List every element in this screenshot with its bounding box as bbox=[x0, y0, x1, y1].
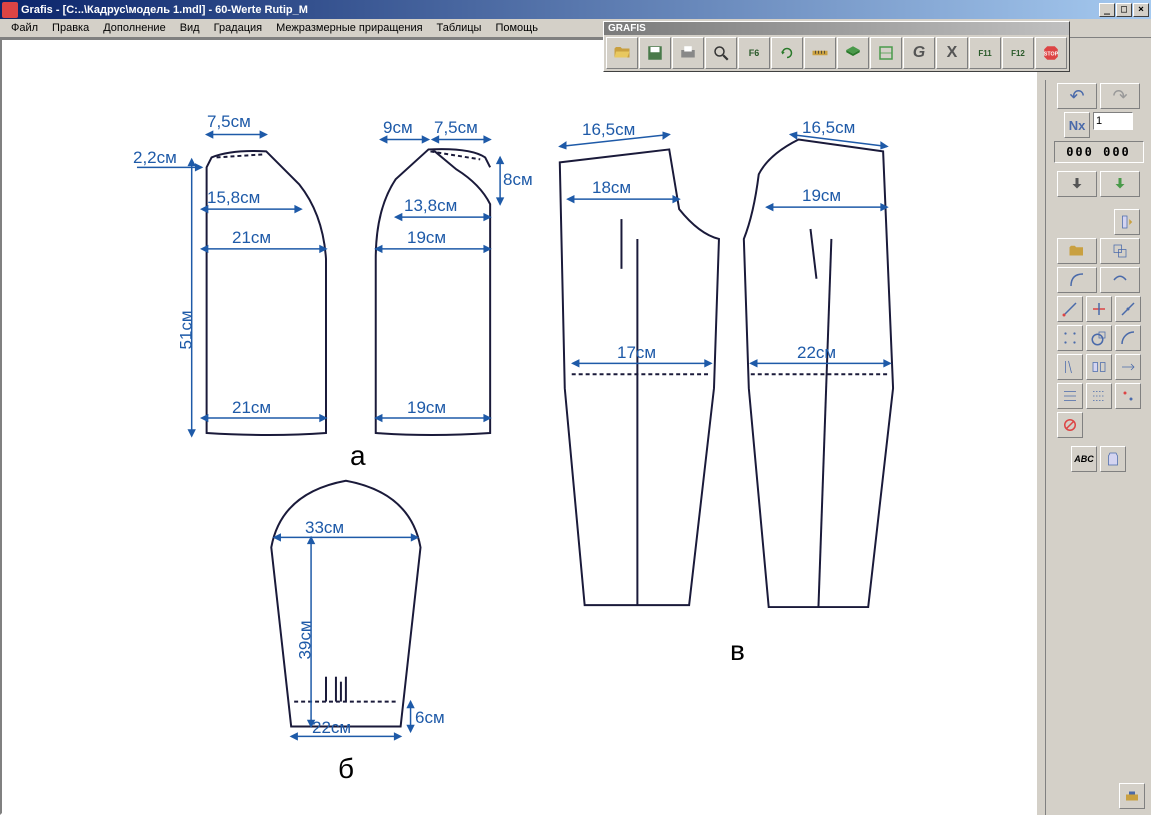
cross-tool-icon[interactable] bbox=[1086, 296, 1112, 322]
circle-tool-icon[interactable] bbox=[1086, 325, 1112, 351]
abc-tool-icon[interactable]: ABC bbox=[1071, 446, 1097, 472]
undo-button[interactable]: ↶ bbox=[1057, 83, 1097, 109]
measure-icon[interactable] bbox=[804, 37, 836, 69]
curve2-tool-icon[interactable] bbox=[1100, 267, 1140, 293]
m-sleeve-hem: 22см bbox=[312, 718, 351, 738]
window-title: Grafis - [C:..\Кадрус\модель 1.mdl] - 60… bbox=[21, 4, 1099, 16]
menu-file[interactable]: Файл bbox=[4, 20, 45, 36]
f6-icon[interactable]: F6 bbox=[738, 37, 770, 69]
bodice-front-outline bbox=[376, 149, 490, 435]
layer-icon[interactable] bbox=[837, 37, 869, 69]
snap-icon[interactable] bbox=[870, 37, 902, 69]
menu-grading[interactable]: Градация bbox=[207, 20, 270, 36]
open-tool-icon[interactable] bbox=[1057, 238, 1097, 264]
arc-tool-icon[interactable] bbox=[1115, 325, 1141, 351]
svg-text:STOP: STOP bbox=[1044, 51, 1059, 57]
cut-tool-icon[interactable] bbox=[1057, 354, 1083, 380]
nx-button[interactable]: Nx bbox=[1064, 112, 1090, 138]
final-tool-icon[interactable] bbox=[1119, 783, 1145, 809]
trouser-back-outline bbox=[744, 139, 893, 607]
menu-addon[interactable]: Дополнение bbox=[96, 20, 172, 36]
close-button[interactable]: × bbox=[1133, 3, 1149, 17]
menu-increments[interactable]: Межразмерные приращения bbox=[269, 20, 429, 36]
m-front-shoulder: 7,5см bbox=[434, 118, 478, 138]
m-front-across: 13,8см bbox=[404, 196, 457, 216]
toolbar-row: F6 G X F11 F12 STOP bbox=[604, 35, 1069, 71]
grade2-tool-icon[interactable] bbox=[1086, 383, 1112, 409]
title-bar: Grafis - [C:..\Кадрус\модель 1.mdl] - 60… bbox=[0, 0, 1151, 19]
m-tf-hip: 18см bbox=[592, 178, 631, 198]
grade3-tool-icon[interactable] bbox=[1115, 383, 1141, 409]
workspace[interactable]: 7,5см 2,2см 15,8см 21см 21см 51см 9см 7,… bbox=[0, 38, 1037, 815]
down-button[interactable] bbox=[1057, 171, 1097, 197]
menu-view[interactable]: Вид bbox=[173, 20, 207, 36]
m-back-shoulder: 7,5см bbox=[207, 112, 251, 132]
print-icon[interactable] bbox=[672, 37, 704, 69]
point-tool-icon[interactable] bbox=[1057, 325, 1083, 351]
minimize-button[interactable]: _ bbox=[1099, 3, 1115, 17]
m-front-hem: 19см bbox=[407, 398, 446, 418]
line2-tool-icon[interactable] bbox=[1115, 296, 1141, 322]
nx-input[interactable] bbox=[1093, 112, 1133, 130]
pattern-tool-icon[interactable] bbox=[1100, 446, 1126, 472]
m-back-neck: 2,2см bbox=[133, 148, 177, 168]
trouser-front-outline bbox=[560, 149, 719, 605]
mirror-tool-icon[interactable] bbox=[1086, 354, 1112, 380]
transform-tool-icon[interactable] bbox=[1100, 238, 1140, 264]
m-tf-knee: 17см bbox=[617, 343, 656, 363]
x-icon[interactable]: X bbox=[936, 37, 968, 69]
g-icon[interactable]: G bbox=[903, 37, 935, 69]
m-back-bust: 21см bbox=[232, 228, 271, 248]
menu-edit[interactable]: Правка bbox=[45, 20, 96, 36]
m-front-neckw: 9см bbox=[383, 118, 413, 138]
f12-icon[interactable]: F12 bbox=[1002, 37, 1034, 69]
delete-tool-icon[interactable] bbox=[1057, 412, 1083, 438]
toolbar-title: GRAFIS bbox=[604, 22, 1069, 35]
zoom-icon[interactable] bbox=[705, 37, 737, 69]
m-front-neckd: 8см bbox=[503, 170, 533, 190]
m-back-across: 15,8см bbox=[207, 188, 260, 208]
m-sleeve-cap: 33см bbox=[305, 518, 344, 538]
extend-tool-icon[interactable] bbox=[1115, 354, 1141, 380]
m-tb-hip: 19см bbox=[802, 186, 841, 206]
floating-toolbar[interactable]: GRAFIS F6 G X F11 F12 STOP bbox=[603, 21, 1070, 72]
shape-tool-icon[interactable] bbox=[1114, 209, 1140, 235]
curve1-tool-icon[interactable] bbox=[1057, 267, 1097, 293]
menu-tables[interactable]: Таблицы bbox=[430, 20, 489, 36]
app-icon bbox=[2, 2, 18, 18]
redo-button[interactable]: ↷ bbox=[1100, 83, 1140, 109]
rotate-icon[interactable] bbox=[771, 37, 803, 69]
m-tb-waist: 16,5см bbox=[802, 118, 855, 138]
m-sleeve-cuff: 6см bbox=[415, 708, 445, 728]
maximize-button[interactable]: □ bbox=[1116, 3, 1132, 17]
m-sleeve-length: 39см bbox=[296, 620, 316, 659]
label-v: в bbox=[730, 635, 745, 667]
m-tf-waist: 16,5см bbox=[582, 120, 635, 140]
m-back-length: 51см bbox=[177, 310, 197, 349]
grade1-tool-icon[interactable] bbox=[1057, 383, 1083, 409]
m-back-hem: 21см bbox=[232, 398, 271, 418]
open-icon[interactable] bbox=[606, 37, 638, 69]
f11-icon[interactable]: F11 bbox=[969, 37, 1001, 69]
m-front-bust: 19см bbox=[407, 228, 446, 248]
menu-help[interactable]: Помощь bbox=[488, 20, 545, 36]
line-tool-icon[interactable] bbox=[1057, 296, 1083, 322]
right-panel: ↶ ↷ Nx 000 000 bbox=[1045, 80, 1151, 815]
down-green-button[interactable] bbox=[1100, 171, 1140, 197]
counter-display: 000 000 bbox=[1054, 141, 1144, 163]
label-b: б bbox=[338, 753, 354, 785]
window-buttons: _ □ × bbox=[1099, 3, 1149, 17]
m-tb-knee: 22см bbox=[797, 343, 836, 363]
save-icon[interactable] bbox=[639, 37, 671, 69]
stop-icon[interactable]: STOP bbox=[1035, 37, 1067, 69]
label-a: а bbox=[350, 440, 366, 472]
